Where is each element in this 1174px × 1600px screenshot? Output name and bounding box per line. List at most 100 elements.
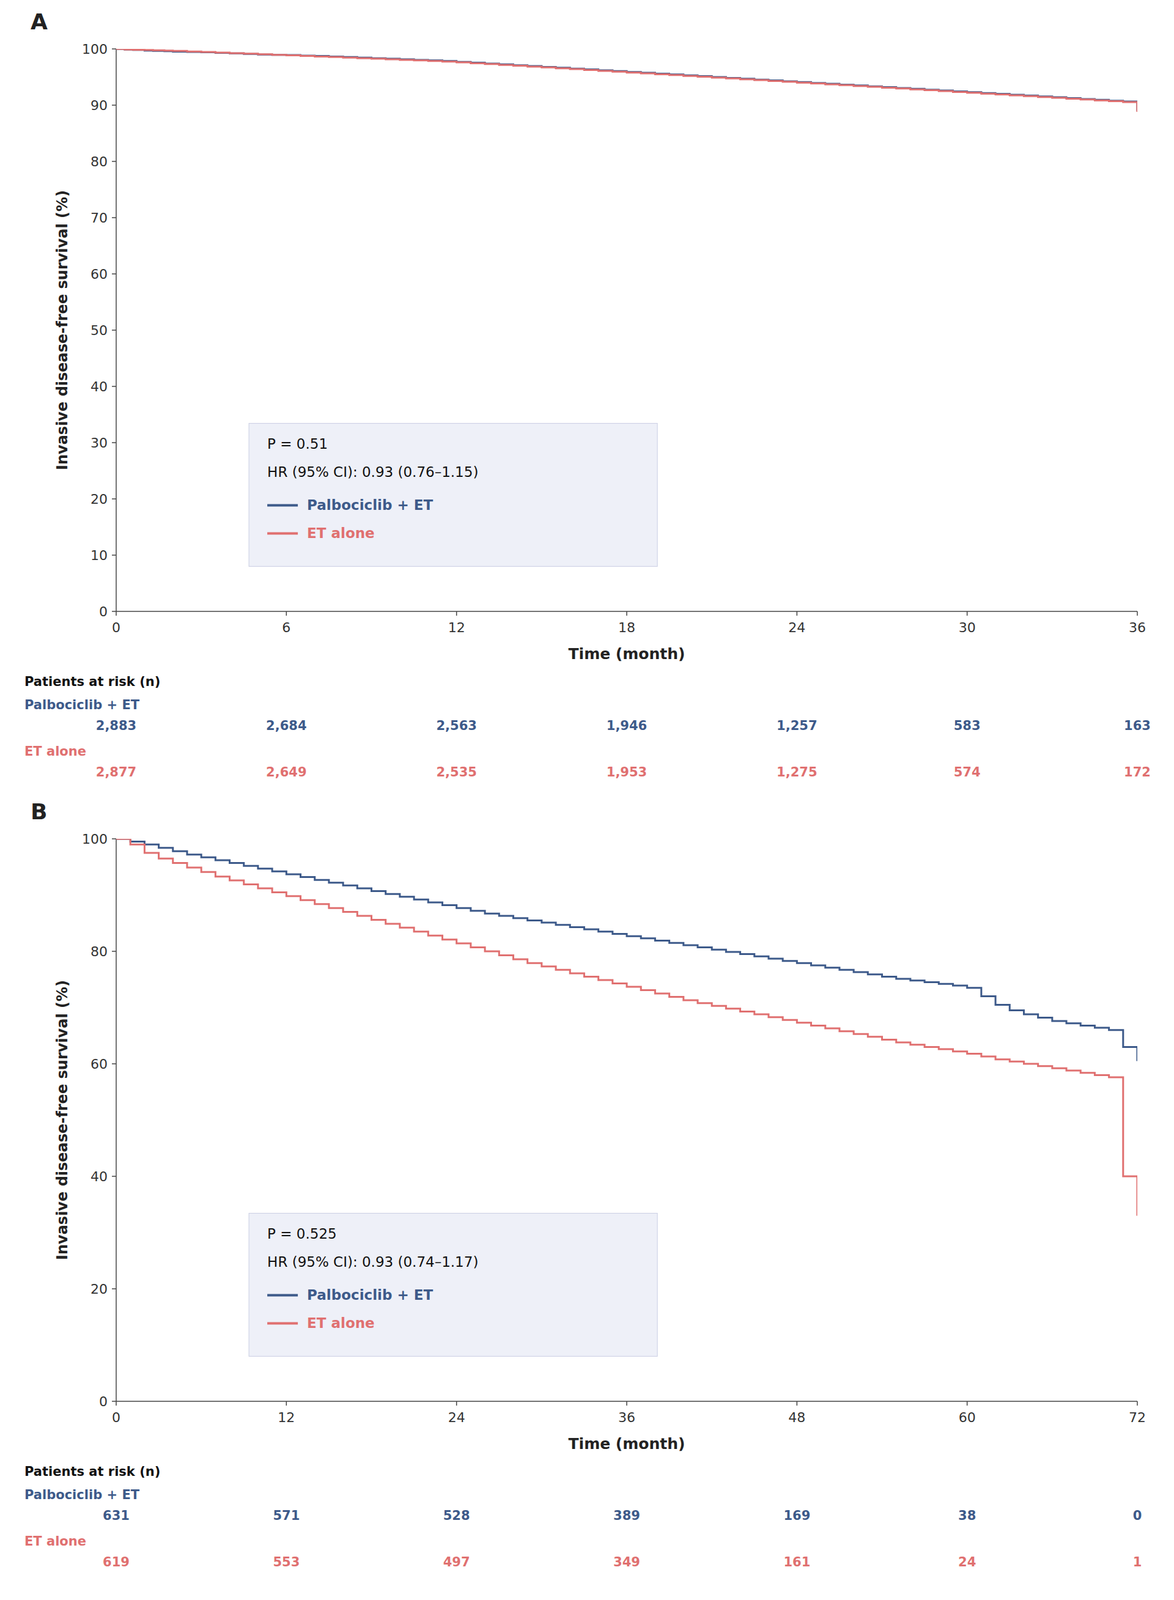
y-tick	[111, 442, 117, 444]
x-tick-label: 0	[111, 620, 121, 636]
series-group	[116, 838, 1138, 1216]
at-risk-count: 2,684	[265, 718, 307, 734]
y-axis-label: Invasive disease-free survival (%)	[53, 190, 71, 471]
x-tick	[626, 1401, 628, 1406]
y-tick	[111, 1400, 117, 1403]
y-tick-label: 0	[99, 1394, 108, 1410]
at-risk-count: 1,257	[776, 718, 817, 734]
at-risk-count: 1,946	[606, 718, 647, 734]
y-tick-label: 40	[90, 1169, 108, 1185]
x-tick	[1136, 611, 1138, 616]
y-tick-label: 100	[81, 831, 108, 847]
x-tick	[796, 1401, 798, 1406]
at-risk-count: 571	[272, 1508, 300, 1524]
y-tick	[111, 104, 117, 106]
at-risk-row-label: ET alone	[24, 1534, 87, 1549]
y-tick-label: 90	[90, 97, 108, 114]
at-risk-count: 631	[102, 1508, 130, 1524]
panel-label: B	[30, 799, 48, 825]
x-tick-label: 60	[958, 1410, 976, 1426]
y-tick-label: 80	[90, 154, 108, 170]
legend-swatch	[267, 531, 298, 535]
annotation: P = 0.51	[267, 435, 328, 452]
x-tick	[286, 611, 288, 616]
x-axis-label: Time (month)	[568, 645, 686, 663]
annotation: HR (95% CI): 0.93 (0.76–1.15)	[267, 464, 479, 480]
at-risk-row-label: Palbociclib + ET	[24, 697, 141, 713]
at-risk-count: 2,883	[95, 718, 137, 734]
at-risk-count: 389	[613, 1508, 641, 1524]
y-tick	[111, 385, 117, 388]
survival-curve	[116, 48, 1138, 111]
y-tick-label: 20	[90, 491, 108, 507]
x-tick-label: 12	[277, 1410, 295, 1426]
y-tick	[111, 950, 117, 953]
panel: B0122436486072020406080100Time (month)In…	[24, 799, 1146, 1570]
at-risk-count: 1,953	[606, 764, 647, 780]
at-risk-table: Patients at risk (n) Palbociclib + ET 631 5…	[24, 1464, 1142, 1570]
x-tick-label: 24	[448, 1410, 466, 1426]
x-tick-label: 30	[958, 620, 976, 636]
y-tick-label: 10	[90, 547, 108, 564]
x-tick	[115, 611, 117, 616]
at-risk-count: 553	[272, 1554, 300, 1570]
x-tick-label: 12	[448, 620, 466, 636]
y-tick	[111, 498, 117, 500]
legend-swatch	[267, 503, 298, 507]
x-tick-label: 36	[618, 1410, 636, 1426]
y-axis-label: Invasive disease-free survival (%)	[53, 980, 71, 1261]
y-tick-label: 60	[90, 1056, 108, 1072]
x-tick-label: 18	[618, 620, 636, 636]
panel: A0612182430360102030405060708090100Time …	[24, 9, 1151, 780]
at-risk-count: 38	[958, 1508, 976, 1524]
x-tick-label: 72	[1128, 1410, 1146, 1426]
at-risk-row-label: ET alone	[24, 744, 87, 759]
background	[0, 0, 1174, 1600]
x-tick-label: 0	[111, 1410, 121, 1426]
y-tick	[111, 160, 117, 163]
at-risk-count: 583	[953, 718, 981, 734]
at-risk-title: Patients at risk (n)	[24, 1464, 161, 1480]
x-tick-label: 24	[788, 620, 806, 636]
legend-entry: ET alone	[306, 525, 375, 542]
x-tick-label: 6	[281, 620, 291, 636]
x-tick	[966, 611, 968, 616]
y-tick-label: 100	[81, 41, 108, 57]
at-risk-count: 0	[1133, 1508, 1143, 1524]
panel-label: A	[30, 9, 48, 35]
annotation: P = 0.525	[267, 1225, 337, 1242]
at-risk-count: 24	[958, 1554, 976, 1570]
x-tick-label: 48	[788, 1410, 806, 1426]
y-tick	[111, 610, 117, 613]
at-risk-row-label: Palbociclib + ET	[24, 1487, 141, 1503]
at-risk-count: 574	[953, 764, 981, 780]
survival-curve	[116, 838, 1138, 1061]
x-tick	[1136, 1401, 1138, 1406]
x-tick	[456, 611, 458, 616]
at-risk-count: 169	[783, 1508, 811, 1524]
legend-swatch	[267, 1321, 298, 1325]
at-risk-count: 163	[1123, 718, 1151, 734]
y-tick-label: 50	[90, 322, 108, 339]
x-tick	[286, 1401, 288, 1406]
x-tick	[966, 1401, 968, 1406]
at-risk-count: 349	[613, 1554, 641, 1570]
legend: P = 0.51HR (95% CI): 0.93 (0.76–1.15)Pal…	[248, 423, 658, 567]
y-tick-label: 80	[90, 944, 108, 960]
y-tick	[111, 48, 117, 50]
x-tick	[115, 1401, 117, 1406]
at-risk-count: 2,563	[435, 718, 477, 734]
y-tick	[111, 1175, 117, 1178]
legend-box	[248, 423, 658, 567]
at-risk-count: 1,275	[776, 764, 817, 780]
y-axis-line	[115, 838, 117, 1402]
at-risk-count: 161	[783, 1554, 811, 1570]
legend-entry: ET alone	[306, 1315, 375, 1332]
at-risk-count: 1	[1133, 1554, 1143, 1570]
x-axis-label: Time (month)	[568, 1435, 686, 1453]
figure: A0612182430360102030405060708090100Time …	[0, 0, 1174, 1600]
y-tick	[111, 554, 117, 556]
y-tick-label: 30	[90, 435, 108, 451]
at-risk-count: 172	[1123, 764, 1151, 780]
legend-swatch	[267, 1293, 298, 1297]
